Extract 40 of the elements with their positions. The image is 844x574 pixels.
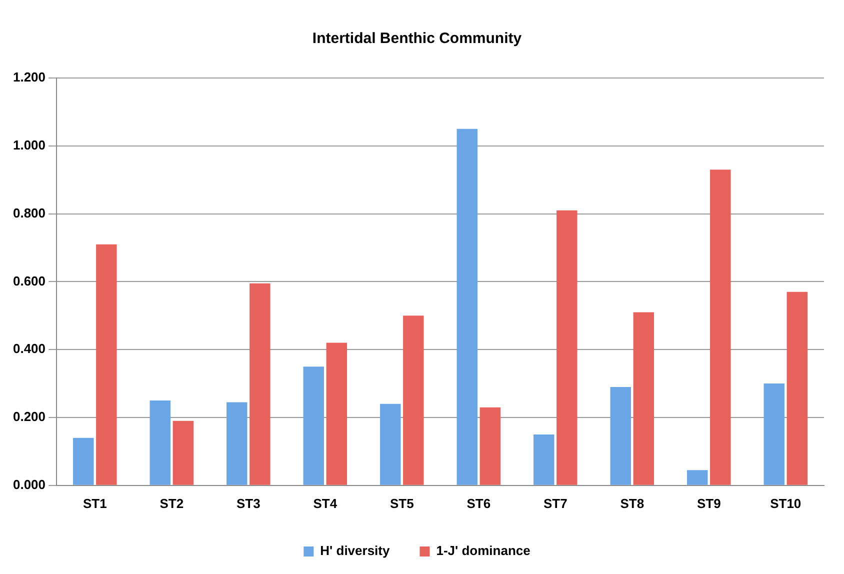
bar	[403, 316, 424, 485]
x-tick-label: ST10	[770, 496, 802, 511]
x-tick-label: ST5	[390, 496, 414, 511]
bar	[687, 470, 708, 485]
x-tick-label: ST3	[236, 496, 260, 511]
legend-label: H' diversity	[320, 543, 390, 558]
x-tick-label: ST1	[82, 496, 107, 511]
x-tick-label: ST7	[543, 496, 568, 511]
bar	[456, 128, 478, 485]
bar	[226, 402, 248, 485]
y-tick-label: 0.800	[12, 205, 46, 220]
y-tick-label: 0.600	[12, 273, 46, 288]
y-tick-label: 1.200	[12, 70, 46, 85]
bar	[764, 384, 784, 485]
y-tick-label: 0.400	[12, 341, 46, 356]
x-tick-label: ST8	[620, 496, 644, 511]
bar	[250, 283, 270, 485]
bar	[633, 312, 654, 485]
bar	[534, 434, 554, 485]
bar	[96, 244, 117, 485]
bar	[172, 420, 194, 485]
bar	[556, 210, 578, 485]
bar	[380, 404, 401, 485]
bar	[73, 438, 94, 485]
y-tick-label: 0.200	[12, 409, 46, 424]
bar	[326, 342, 348, 485]
x-tick-label: ST6	[466, 496, 491, 511]
bar	[786, 292, 808, 485]
bar	[303, 366, 324, 485]
bar	[150, 400, 170, 485]
x-tick-label: ST4	[313, 496, 338, 511]
legend-label: 1-J' dominance	[436, 543, 530, 558]
bar	[710, 170, 731, 485]
x-tick-label: ST2	[160, 496, 184, 511]
chart-title: Intertidal Benthic Community	[312, 30, 522, 48]
x-tick-label: ST9	[696, 496, 721, 511]
bar	[480, 407, 501, 485]
y-tick-label: 0.000	[12, 476, 46, 492]
bar	[610, 386, 631, 485]
y-tick-label: 1.000	[12, 137, 46, 152]
